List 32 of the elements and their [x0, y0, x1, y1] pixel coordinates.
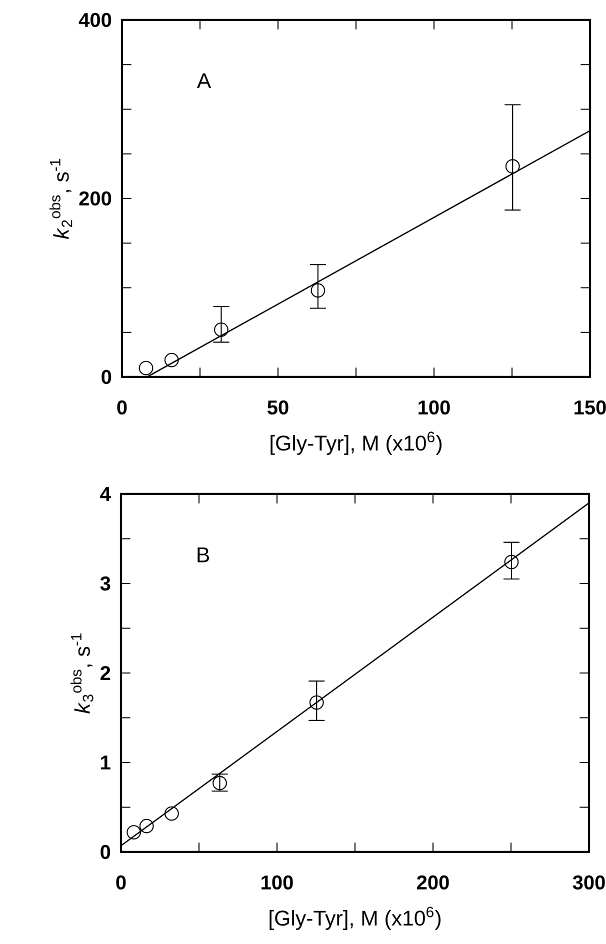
x-tick-label: 100: [262, 875, 293, 890]
point: [164, 806, 179, 821]
y-tick-label: 0: [102, 370, 112, 384]
x-tick-label: 150: [574, 400, 606, 415]
x-tick-label: 100: [418, 400, 450, 415]
x-tick-label: 50: [267, 400, 288, 415]
y-axis-title: k$_{2}$$^{obs}$, s$^{-1}$: [49, 159, 72, 240]
x-tick-label: 300: [572, 875, 605, 890]
y-tick-label: 1: [101, 756, 110, 770]
y-tick-label: 4: [100, 487, 111, 501]
x-tick-label: 200: [417, 875, 449, 890]
point: [126, 825, 141, 840]
point: [309, 695, 324, 710]
y-tick-label: 200: [79, 191, 112, 206]
y-axis-title: k$_{3}$$^{obs}$, s$^{-1}$: [70, 634, 94, 714]
x-axis-title: [Gly-Tyr], M (x10$^{6}$): [270, 432, 442, 455]
point: [310, 283, 326, 298]
point: [504, 554, 519, 570]
point: [214, 322, 228, 337]
point: [505, 159, 520, 174]
point: [164, 352, 179, 368]
annotation: B: [198, 548, 210, 562]
y-tick-label: 3: [100, 576, 110, 591]
x-tick-label: 0: [116, 875, 126, 890]
y-tick-label: 2: [100, 666, 110, 680]
point: [139, 818, 154, 834]
point: [138, 360, 154, 376]
x-tick-label: 0: [117, 400, 127, 415]
y-tick-label: 400: [78, 12, 112, 28]
annotation: A: [196, 73, 212, 88]
y-tick-label: 0: [100, 844, 110, 860]
x-axis-title: [Gly-Tyr], M (x10$^{6}$): [270, 906, 441, 930]
